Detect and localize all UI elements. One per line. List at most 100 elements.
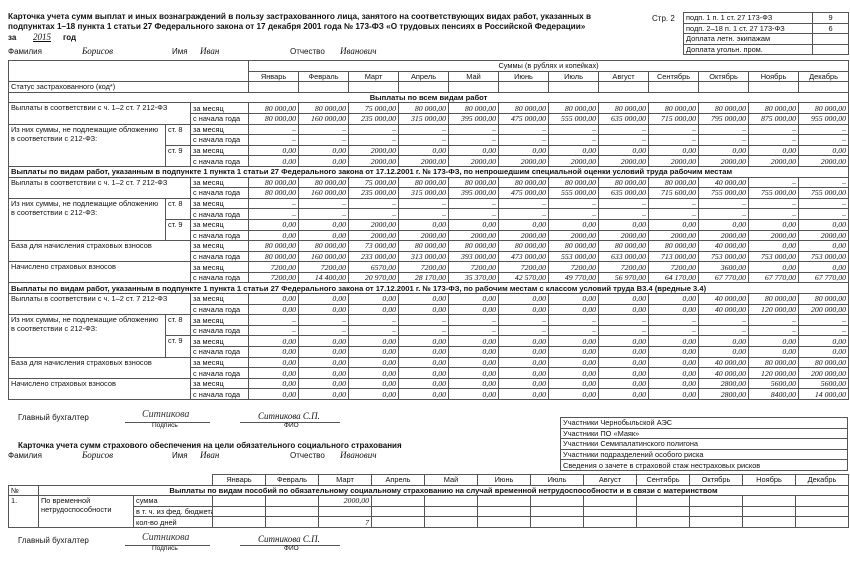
value-cell: 0,00	[598, 356, 650, 369]
value-cell: 14 400,00	[298, 271, 350, 284]
data-row: Выплаты в соответствии с ч. 1–2 ст. 7 21…	[8, 293, 850, 316]
value-cell	[795, 505, 849, 518]
value-cell: 0,00	[748, 218, 800, 231]
value-cell: –	[398, 324, 450, 337]
value-cell: 0,00	[248, 303, 300, 316]
value-cell: 7200,00	[548, 261, 600, 273]
value-cell: 200 000,00	[798, 303, 850, 316]
value-cell: –	[498, 123, 550, 136]
sub-label: ст. 8	[165, 197, 191, 220]
value-cell: 553 000,00	[548, 250, 600, 263]
code-label: подп. 1 п. 1 ст. 27 173-ФЗ	[683, 12, 813, 24]
full-name: Ситникова С.П.	[258, 411, 320, 421]
value-cell: 0,00	[498, 293, 550, 305]
value-cell: 2000,00	[348, 229, 400, 242]
row-label: Выплаты в соответствии с ч. 1–2 ст. 7 21…	[8, 293, 191, 316]
value-cell: 0,00	[298, 293, 350, 305]
sum-header: Суммы (в рублях и копейках)	[248, 60, 850, 72]
status-cell	[598, 81, 650, 93]
value-cell: 0,00	[498, 346, 550, 358]
period: за месяц	[189, 335, 250, 348]
value-cell: 200 000,00	[798, 367, 850, 379]
value-cell: 7200,00	[298, 261, 350, 273]
value-cell: 2000,00	[798, 155, 850, 167]
sub-label: ст. 9	[165, 335, 191, 358]
value-cell: 0,00	[648, 218, 700, 231]
value-cell: 0,00	[648, 388, 700, 400]
value-cell: 0,00	[548, 388, 600, 400]
value-cell: 0,00	[748, 144, 800, 157]
month: Август	[583, 474, 637, 486]
status-cell	[448, 81, 500, 93]
patronymic: Иванович	[340, 46, 377, 56]
value-cell: 0,00	[648, 293, 700, 305]
value-cell: 80 000,00	[698, 102, 750, 114]
value-cell: 0,00	[598, 335, 650, 348]
sub-label: ст. 8	[165, 123, 191, 146]
value-cell: 7200,00	[248, 271, 300, 284]
value-cell: 0,00	[448, 367, 500, 379]
value-cell: 160 000,00	[298, 187, 350, 199]
participant-row: Участники подразделений особого риска	[560, 448, 848, 461]
value-cell: –	[698, 197, 750, 210]
value-cell: 0,00	[498, 356, 550, 369]
value-cell	[265, 516, 319, 528]
header-row: Суммы (в рублях и копейках)	[7, 59, 850, 83]
value-cell: 5600,00	[798, 377, 850, 390]
value-cell: 7200,00	[398, 261, 450, 273]
value-cell: 3600,00	[698, 261, 750, 273]
month: Март	[318, 474, 372, 486]
value-cell: –	[348, 134, 400, 146]
value-cell: 0,00	[598, 367, 650, 379]
value-cell: 0,00	[498, 377, 550, 390]
value-cell: –	[748, 123, 800, 136]
value-cell: 40 000,00	[698, 303, 750, 316]
value-cell: –	[598, 197, 650, 210]
value-cell: 2000,00	[748, 229, 800, 242]
value-cell: 40 000,00	[698, 356, 750, 369]
period: за месяц	[189, 102, 250, 114]
month: Февраль	[298, 70, 350, 83]
value-cell: 0,00	[648, 367, 700, 379]
period: за месяц	[189, 197, 250, 210]
value-cell: 0,00	[548, 218, 600, 231]
value-cell: –	[448, 134, 500, 146]
value-cell: 0,00	[348, 346, 400, 358]
period: с начала года	[189, 250, 250, 263]
value-cell: –	[348, 123, 400, 136]
period: с начала года	[189, 303, 250, 316]
value-cell: 0,00	[398, 367, 450, 379]
data-row: с начала года – – – – – – – – – – – –	[9, 324, 850, 337]
row-label: По временной нетрудоспособности	[38, 495, 134, 528]
value-cell: 80 000,00	[548, 176, 600, 189]
value-cell: 0,00	[298, 346, 350, 358]
period: за месяц	[189, 144, 250, 157]
value-cell: 0,00	[348, 377, 400, 390]
period: с начала года	[189, 134, 250, 146]
value-cell	[689, 516, 743, 528]
value-cell	[265, 505, 319, 518]
value-cell: –	[348, 324, 400, 337]
period: с начала года	[189, 187, 250, 199]
value-cell: 42 570,00	[498, 271, 550, 284]
value-cell: –	[798, 123, 850, 136]
value-cell: 2000,00	[698, 155, 750, 167]
signature-line	[125, 422, 210, 423]
code-row: подп. 1 п. 1 ст. 27 173-ФЗ 9	[683, 12, 849, 24]
line-label: кол-во дней	[133, 516, 213, 528]
value-cell: 0,00	[248, 293, 300, 305]
value-cell: 0,00	[798, 346, 850, 358]
period: с начала года	[189, 367, 250, 379]
value-cell: 0,00	[448, 144, 500, 157]
value-cell: –	[448, 208, 500, 220]
data-row: Из них суммы, не подлежащие обложению в …	[8, 314, 850, 358]
value-cell: 395 000,00	[448, 112, 500, 125]
code-row: Доплата летн. экипажам	[683, 33, 849, 45]
data-row: База для начисления страховых взносов за …	[8, 240, 850, 263]
value-cell: –	[448, 324, 500, 337]
value-cell	[583, 505, 637, 518]
page-number: Стр. 2	[652, 14, 675, 23]
row-label: Выплаты в соответствии с ч. 1–2 ст. 7 21…	[8, 102, 191, 125]
value-cell: 0,00	[698, 144, 750, 157]
